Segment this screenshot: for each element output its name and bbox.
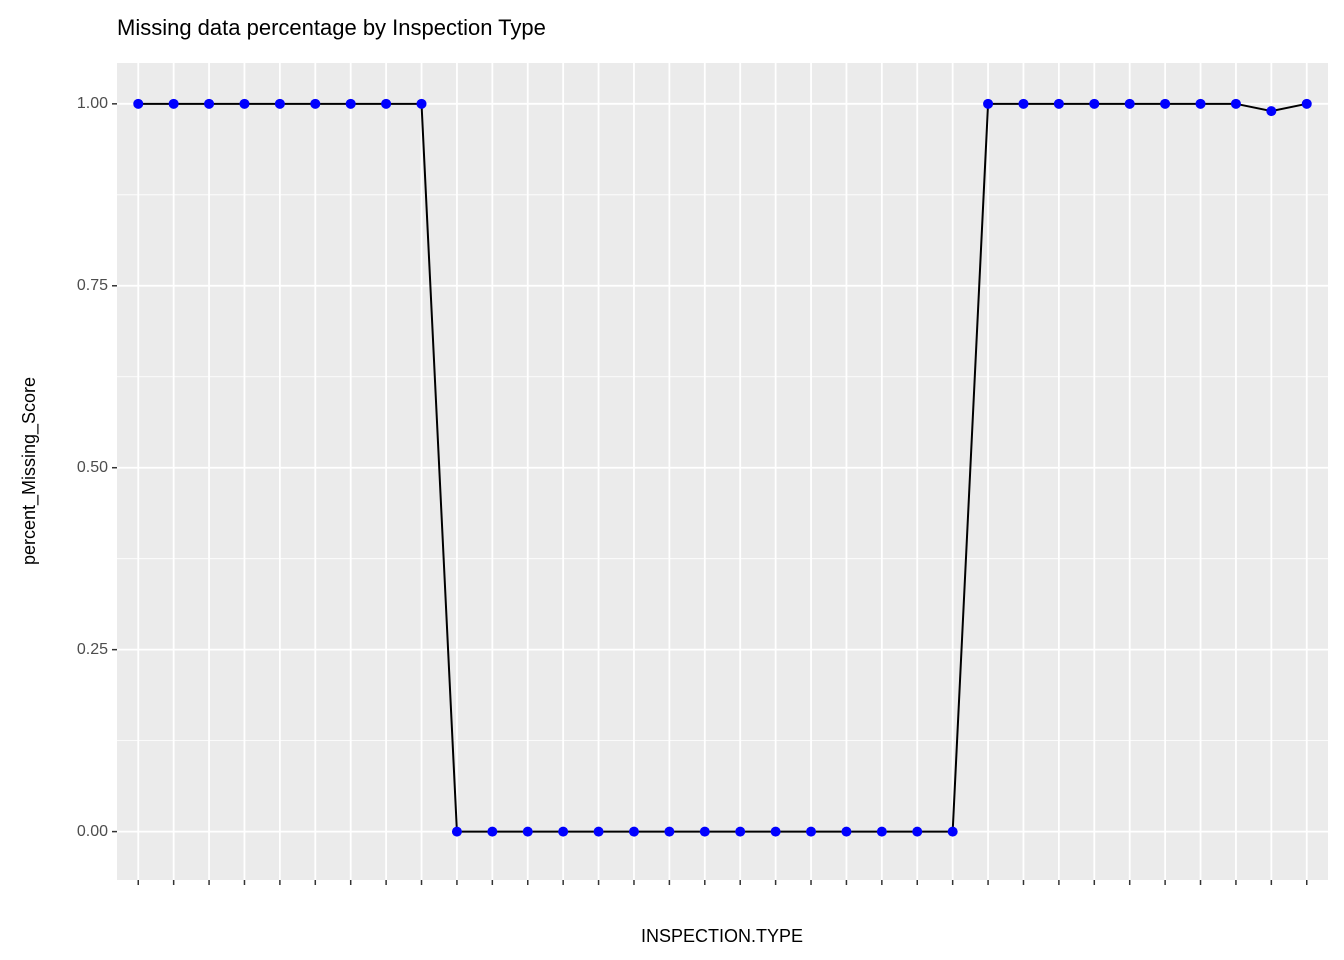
point [1301, 98, 1312, 109]
point [310, 98, 321, 109]
point [168, 98, 179, 109]
panel [117, 63, 1328, 880]
line [138, 102, 1307, 833]
point [239, 98, 250, 109]
x-axis-label: INSPECTION.TYPE [641, 926, 803, 946]
point [1266, 106, 1277, 117]
point [876, 826, 887, 837]
y-tick-label: 0.25 [77, 641, 108, 658]
point [381, 98, 392, 109]
point [487, 826, 498, 837]
chart-title: Missing data percentage by Inspection Ty… [117, 15, 546, 40]
point [522, 826, 533, 837]
y-axis-label: percent_Missing_Score [19, 377, 40, 565]
point [593, 826, 604, 837]
point [912, 826, 923, 837]
point [628, 826, 639, 837]
y-tick-label: 0.75 [77, 277, 108, 294]
point [699, 826, 710, 837]
point [735, 826, 746, 837]
y-tick-label: 0.50 [77, 459, 108, 476]
point [1124, 98, 1135, 109]
point [1160, 98, 1171, 109]
y-tick-label: 0.00 [77, 823, 108, 840]
point [1018, 98, 1029, 109]
point [1089, 98, 1100, 109]
point [1053, 98, 1064, 109]
point [133, 98, 144, 109]
point [451, 826, 462, 837]
point [345, 98, 356, 109]
point [806, 826, 817, 837]
point [204, 98, 215, 109]
point [558, 826, 569, 837]
point [770, 826, 781, 837]
point [664, 826, 675, 837]
point [947, 826, 958, 837]
point [1195, 98, 1206, 109]
point [274, 98, 285, 109]
y-tick-label: 1.00 [77, 95, 108, 112]
point [416, 98, 427, 109]
point [983, 98, 994, 109]
point [1230, 98, 1241, 109]
point [841, 826, 852, 837]
